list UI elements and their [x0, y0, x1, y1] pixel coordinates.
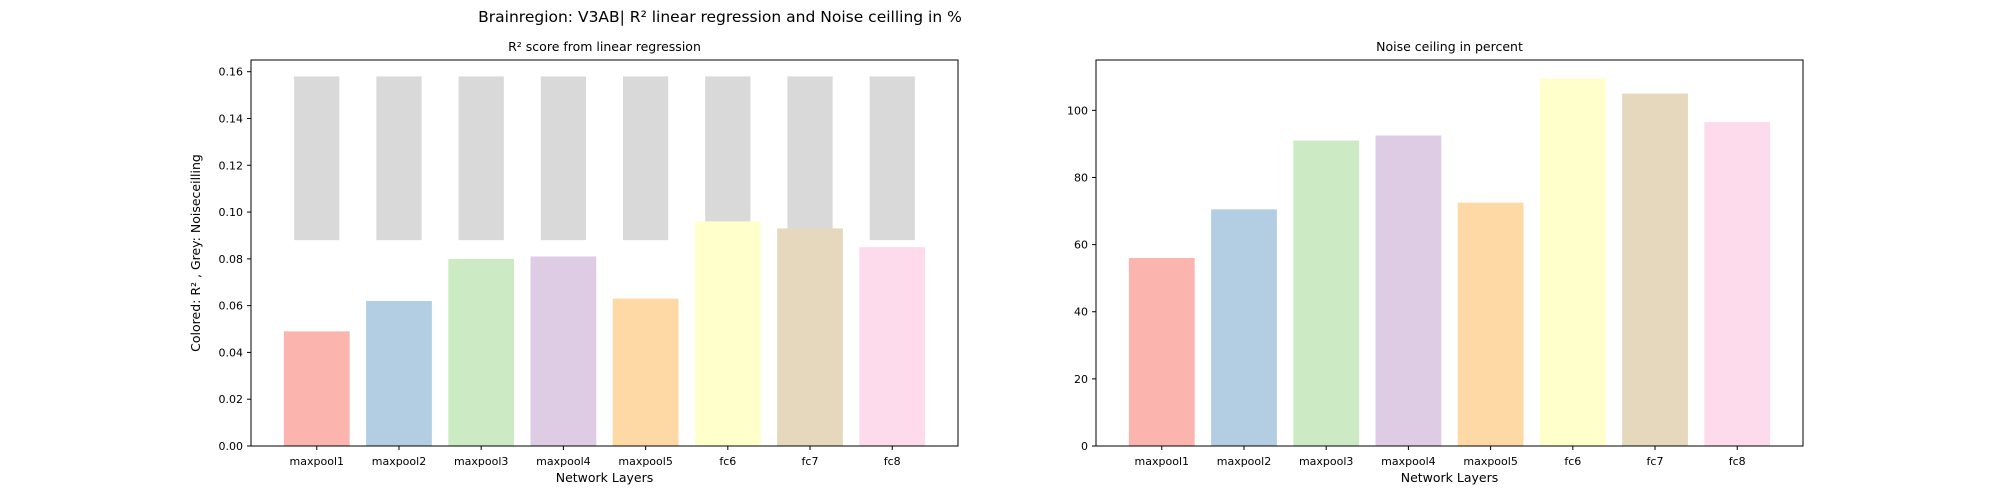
- r2-bar-maxpool3: [448, 258, 515, 446]
- noise-xtick-label-fc8: fc8: [1729, 455, 1746, 468]
- noise-xtick-label-maxpool4: maxpool4: [1381, 455, 1435, 468]
- noise-xtick-label-maxpool1: maxpool1: [1135, 455, 1189, 468]
- r2-bar-maxpool5: [612, 298, 679, 446]
- noise-xlabel: Network Layers: [1401, 470, 1499, 485]
- r2-bar-fc7: [777, 228, 843, 446]
- r2-bar-maxpool1: [283, 331, 350, 446]
- noise-bar-fc8: [1704, 122, 1771, 447]
- r2-ytick-label: 0.16: [219, 66, 244, 79]
- r2-noise-bar-fc6: [705, 76, 751, 241]
- noise-bar-fc7: [1622, 93, 1688, 446]
- r2-xtick-label-fc8: fc8: [884, 455, 901, 468]
- noise-title: Noise ceiling in percent: [1376, 39, 1523, 54]
- r2-noise-bar-maxpool2: [376, 76, 422, 241]
- r2-noise-bar-maxpool3: [458, 76, 504, 241]
- r2-title: R² score from linear regression: [508, 39, 701, 54]
- r2-ytick-label: 0.08: [219, 253, 244, 266]
- r2-bar-fc8: [859, 247, 926, 446]
- noise-xtick-label-maxpool2: maxpool2: [1217, 455, 1271, 468]
- noise-ytick-label: 20: [1074, 373, 1088, 386]
- noise-bar-maxpool3: [1293, 140, 1360, 446]
- r2-xlabel: Network Layers: [556, 470, 654, 485]
- noise-ceiling-chart: Noise ceiling in percent 0 20 40 60 80 100 maxp…: [1067, 39, 1804, 485]
- r2-ytick-label: 0.02: [219, 393, 244, 406]
- noise-xtick-label-fc7: fc7: [1647, 455, 1664, 468]
- r2-noise-bar-maxpool1: [294, 76, 340, 241]
- r2-xtick-label-maxpool2: maxpool2: [372, 455, 426, 468]
- noise-ytick-label: 40: [1074, 306, 1088, 319]
- r2-ytick-label: 0.06: [219, 300, 244, 313]
- noise-bar-maxpool1: [1128, 258, 1195, 446]
- r2-xtick-label-maxpool3: maxpool3: [454, 455, 508, 468]
- noise-ytick-label: 0: [1081, 440, 1088, 453]
- r2-xtick-label-maxpool4: maxpool4: [536, 455, 590, 468]
- r2-xtick-label-maxpool5: maxpool5: [618, 455, 672, 468]
- r2-ytick-label: 0.00: [219, 440, 244, 453]
- noise-axes-frame: [1095, 59, 1804, 447]
- noise-xtick-label-fc6: fc6: [1564, 455, 1581, 468]
- r2-ytick-label: 0.12: [219, 159, 244, 172]
- r2-axes-frame: [250, 59, 959, 447]
- r2-noise-bar-fc7: [787, 76, 833, 241]
- noise-xtick-label-maxpool5: maxpool5: [1463, 455, 1517, 468]
- r2-ytick-label: 0.04: [219, 346, 244, 359]
- r2-xtick-label-fc7: fc7: [802, 455, 819, 468]
- noise-bar-maxpool2: [1211, 209, 1277, 446]
- noise-ytick-label: 60: [1074, 239, 1088, 252]
- r2-bar-maxpool2: [366, 300, 432, 446]
- figure-title: Brainregion: V3AB| R² linear regression …: [478, 8, 962, 26]
- r2-noise-bar-fc8: [869, 76, 915, 241]
- noise-bar-maxpool4: [1375, 135, 1442, 447]
- r2-xtick-label-fc6: fc6: [719, 455, 736, 468]
- noise-bar-fc6: [1539, 78, 1606, 446]
- noise-ytick-label: 80: [1074, 171, 1088, 184]
- r2-score-chart: R² score from linear regression 0.00 0.02 0…: [188, 39, 959, 485]
- r2-ytick-label: 0.14: [219, 112, 244, 125]
- r2-ytick-label: 0.10: [219, 206, 244, 219]
- r2-xtick-label-maxpool1: maxpool1: [290, 455, 344, 468]
- r2-noise-bar-maxpool4: [540, 76, 587, 241]
- r2-bar-maxpool4: [530, 256, 597, 446]
- r2-noise-bar-maxpool5: [622, 76, 669, 241]
- noise-bar-maxpool5: [1457, 202, 1524, 446]
- r2-ylabel: Colored: R² , Grey: Noiseceilling: [188, 154, 203, 352]
- noise-ytick-label: 100: [1067, 104, 1088, 117]
- noise-xtick-label-maxpool3: maxpool3: [1299, 455, 1353, 468]
- r2-bar-fc6: [694, 221, 761, 446]
